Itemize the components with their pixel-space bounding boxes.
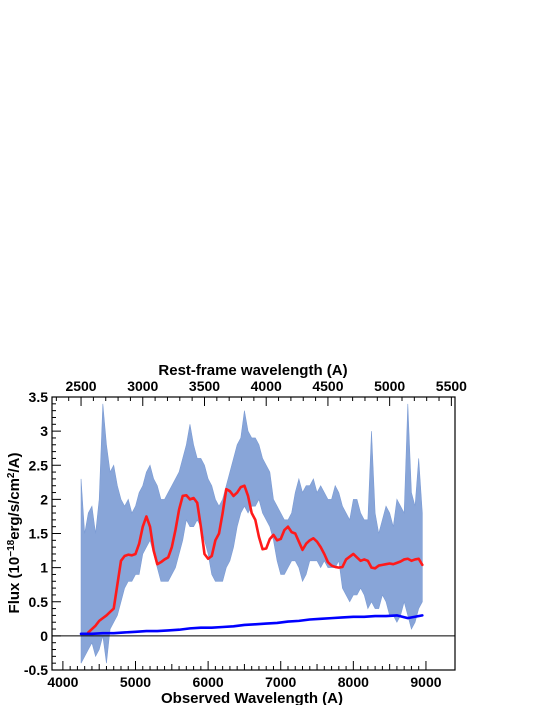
- y-tick-label: 2.5: [29, 457, 49, 473]
- observed-spectrum-band: [80, 403, 423, 664]
- x-tick-label: 5000: [120, 674, 151, 690]
- y-tick-label: 3: [40, 423, 48, 439]
- x2-tick-label: 3000: [127, 378, 158, 394]
- x2-tick-label: 4500: [312, 378, 343, 394]
- x2-tick-label: 4000: [251, 378, 282, 394]
- x-tick-label: 6000: [193, 674, 224, 690]
- y-tick-label: 2: [40, 491, 48, 507]
- axis-ticks-layer: [52, 396, 452, 671]
- model-line-2: [79, 614, 424, 636]
- x2-tick-label: 3500: [189, 378, 220, 394]
- x-tick-label: 9000: [410, 674, 441, 690]
- tick-labels-layer: 4000 5000 6000 7000 8000 9000 -0.5 0 0.5 1 1.5 2 2.5…: [24, 378, 467, 690]
- x-tick-label: 7000: [265, 674, 296, 690]
- x2-axis-title: Rest-frame wavelength (A): [158, 362, 347, 379]
- y-tick-label: 1.5: [29, 526, 49, 542]
- y-tick-label: 0: [40, 628, 48, 644]
- model-lines-layer: [79, 484, 424, 636]
- y-tick-label: 3.5: [29, 389, 49, 405]
- x-tick-label: 4000: [47, 674, 78, 690]
- x2-tick-label: 5000: [374, 378, 405, 394]
- x-tick-label: 8000: [338, 674, 369, 690]
- y-tick-label: -0.5: [24, 662, 48, 678]
- observed-spectrum-layer: [80, 403, 423, 664]
- y-tick-label: 1: [40, 560, 48, 576]
- model-line-1: [87, 484, 424, 634]
- x2-tick-label: 5500: [436, 378, 467, 394]
- y-tick-label: 0.5: [29, 594, 49, 610]
- y-axis-title: Flux (10−18erg/s/cm2/A): [6, 453, 24, 614]
- x-axis-title: Observed Wavelength (A): [161, 690, 343, 705]
- x2-tick-label: 2500: [65, 378, 96, 394]
